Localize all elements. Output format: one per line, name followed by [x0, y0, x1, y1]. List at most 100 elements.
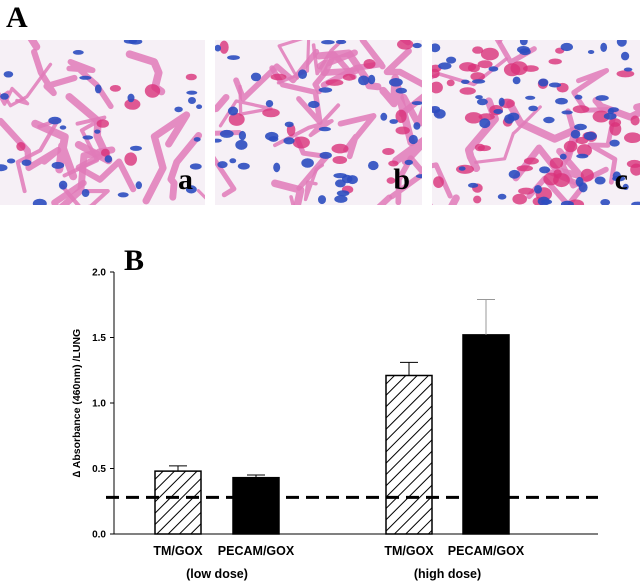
- cell-nucleus: [59, 125, 67, 130]
- red-cell: [518, 187, 535, 195]
- cell-nucleus: [21, 159, 32, 166]
- cell-nucleus: [493, 109, 503, 114]
- tissue-strand: [65, 93, 113, 165]
- cell-nucleus: [82, 135, 94, 140]
- cell-nucleus: [334, 195, 348, 203]
- red-cell: [228, 112, 245, 126]
- cell-nucleus: [538, 78, 549, 87]
- cell-nucleus: [127, 93, 135, 103]
- cell-nucleus: [517, 46, 530, 54]
- red-cell: [575, 136, 589, 145]
- cell-nucleus: [237, 162, 250, 170]
- category-label: TM/GOX: [153, 544, 203, 558]
- red-cell: [516, 165, 533, 172]
- cell-nucleus: [608, 107, 619, 113]
- cell-nucleus: [446, 56, 457, 64]
- category-label: TM/GOX: [384, 544, 434, 558]
- tissue-strand: [0, 86, 30, 106]
- tissue-strand: [592, 97, 640, 121]
- cell-nucleus: [539, 166, 551, 174]
- red-cell: [388, 160, 399, 167]
- tissue-strand: [0, 117, 62, 172]
- tissue-strand: [31, 48, 78, 97]
- micrograph-c-label: c: [614, 163, 628, 196]
- cell-nucleus: [368, 74, 376, 85]
- bar: [385, 374, 433, 535]
- cell-nucleus: [472, 79, 486, 84]
- red-cell: [580, 168, 594, 182]
- micrograph-b: b: [215, 40, 422, 205]
- y-axis-label: ∆ Absorbance (460nm) /LUNG: [71, 329, 83, 477]
- red-cell: [342, 73, 356, 81]
- red-cell: [124, 152, 137, 166]
- micrograph-b-label: b: [393, 163, 410, 196]
- cell-nucleus: [58, 180, 68, 190]
- y-tick-label: 1.0: [92, 399, 106, 410]
- red-cell: [572, 105, 590, 114]
- cell-nucleus: [0, 164, 8, 172]
- cell-nucleus: [594, 176, 606, 185]
- cell-nucleus: [587, 50, 595, 54]
- cell-nucleus: [600, 42, 608, 52]
- cell-nucleus: [570, 129, 581, 139]
- cell-nucleus: [265, 100, 274, 108]
- cell-nucleus: [104, 155, 113, 163]
- panel-a-letter: A: [6, 1, 28, 34]
- cell-nucleus: [404, 159, 413, 165]
- red-cell: [549, 157, 564, 169]
- cell-nucleus: [3, 71, 14, 78]
- cell-nucleus: [612, 175, 625, 182]
- cell-nucleus: [188, 97, 196, 104]
- cell-nucleus: [217, 161, 228, 169]
- red-cell: [397, 40, 414, 50]
- y-tick-label: 2.0: [92, 268, 106, 279]
- cell-nucleus: [600, 199, 611, 205]
- tissue-strand: [571, 68, 614, 113]
- cell-nucleus: [415, 174, 422, 179]
- red-cell: [523, 65, 539, 72]
- red-cell: [382, 148, 395, 155]
- cell-nucleus: [215, 44, 221, 52]
- cell-nucleus: [273, 162, 281, 173]
- cell-nucleus: [621, 51, 630, 61]
- red-cell: [616, 70, 635, 78]
- tissue-strand: [215, 130, 242, 198]
- red-cell: [144, 84, 161, 98]
- bar: [462, 334, 510, 535]
- red-cell: [472, 46, 484, 54]
- cell-nucleus: [72, 50, 84, 55]
- tissue-strand: [587, 110, 618, 185]
- cell-nucleus: [413, 122, 421, 130]
- cell-nucleus: [408, 134, 418, 145]
- cell-nucleus: [559, 153, 567, 160]
- red-cell: [608, 118, 622, 127]
- cell-nucleus: [468, 182, 479, 188]
- group-label: (high dose): [414, 567, 481, 581]
- cell-nucleus: [560, 200, 574, 205]
- red-cell: [624, 132, 640, 143]
- cell-nucleus: [284, 121, 294, 128]
- tissue-strand: [31, 119, 78, 181]
- cell-nucleus: [519, 40, 528, 46]
- red-cell: [512, 193, 527, 205]
- cell-nucleus: [94, 129, 101, 134]
- tissue-strand: [142, 111, 191, 205]
- cell-nucleus: [622, 183, 629, 190]
- cell-nucleus: [525, 95, 536, 100]
- red-cell: [446, 79, 455, 87]
- tissue-strand: [311, 40, 345, 76]
- red-cell: [109, 85, 121, 92]
- red-cell: [432, 68, 440, 79]
- bar: [154, 470, 202, 535]
- red-cell: [563, 140, 578, 153]
- red-cell: [331, 143, 349, 154]
- cell-nucleus: [189, 163, 202, 170]
- cell-nucleus: [319, 151, 332, 159]
- cell-nucleus: [528, 105, 538, 112]
- cell-nucleus: [368, 160, 379, 171]
- cell-nucleus: [268, 136, 279, 142]
- tissue-strand: [66, 59, 114, 110]
- cell-nucleus: [595, 95, 609, 101]
- cell-nucleus: [461, 79, 470, 84]
